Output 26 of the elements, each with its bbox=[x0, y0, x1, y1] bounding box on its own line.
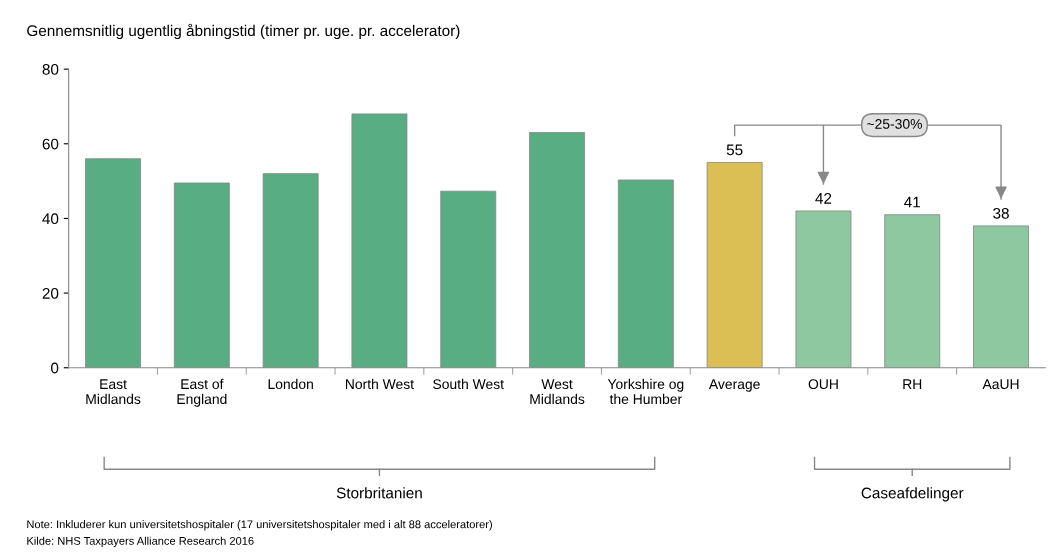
y-tick-label: 40 bbox=[42, 213, 59, 225]
annotation: ~25-30% bbox=[867, 119, 922, 129]
x-tick-label: AaUH bbox=[982, 379, 1019, 390]
data-label: 41 bbox=[904, 196, 920, 208]
y-tick-label: 0 bbox=[51, 362, 59, 374]
text: Caseafdelinger bbox=[861, 487, 964, 502]
x-tick-label: Yorkshire og the Humber bbox=[607, 378, 684, 405]
y-tick-label: 60 bbox=[42, 138, 59, 150]
x-tick-label: Average bbox=[708, 379, 760, 392]
data-label: 38 bbox=[993, 207, 1009, 219]
text: Storbritanien bbox=[336, 487, 422, 499]
x-tick-label: RH bbox=[903, 379, 922, 389]
x-tick-label: London bbox=[268, 378, 313, 390]
x-tick-label: OUH bbox=[808, 379, 838, 390]
data-label: 55 bbox=[726, 144, 743, 156]
x-tick-label: West Midlands bbox=[530, 379, 585, 405]
y-tick-label: 80 bbox=[42, 63, 59, 75]
x-tick-label: North West bbox=[345, 378, 414, 390]
data-label: 42 bbox=[815, 192, 832, 204]
x-tick-label: East of England bbox=[177, 378, 227, 407]
x-tick-label: East Midlands bbox=[86, 379, 141, 405]
text: Kilde: NHS Taxpayers Alliance Research 2016 bbox=[27, 536, 254, 548]
x-tick-label: South West bbox=[433, 378, 504, 390]
text: Note: Inkluderer kun universitetshospitaler (17 universitetshospitaler med i alt 88 acceleratorer) bbox=[27, 520, 492, 531]
chart-title: Gennemsnitlig ugentlig åbningstid (timer pr. uge. pr. accelerator) bbox=[27, 23, 460, 40]
y-tick-label: 20 bbox=[42, 287, 59, 299]
